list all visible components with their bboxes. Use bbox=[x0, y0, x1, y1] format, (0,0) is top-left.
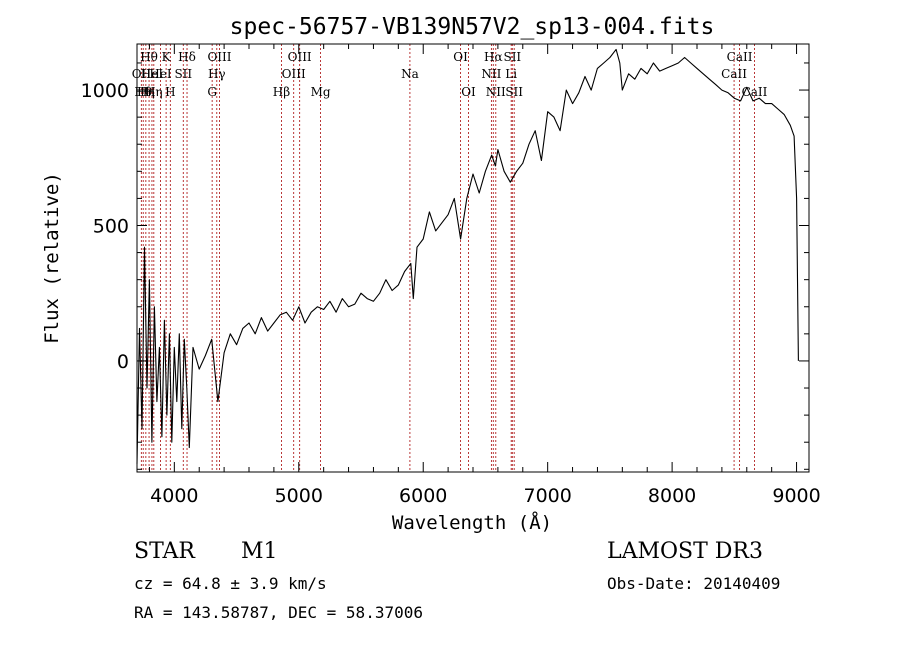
line-label-9: SII bbox=[174, 67, 192, 81]
line-label-13: OIII bbox=[207, 50, 231, 64]
axis-ticks bbox=[137, 44, 809, 472]
line-label-22: Hα bbox=[484, 50, 503, 64]
x-tick-label-6000: 6000 bbox=[399, 485, 447, 507]
line-label-26: SII bbox=[505, 85, 523, 99]
redshift-velocity: cz = 64.8 ± 3.9 km/s bbox=[134, 574, 327, 593]
x-tick-labels: 4000 5000 6000 7000 8000 9000 bbox=[150, 485, 821, 507]
x-axis-label: Wavelength (Å) bbox=[392, 511, 552, 534]
line-label-19: OI bbox=[453, 50, 468, 64]
line-label-29: CaII bbox=[742, 85, 768, 99]
spectral-line-labels: OIIHθHηHθHeIHηHeIKHSIIHδGHγOIIIHβOIIIOII… bbox=[132, 50, 768, 99]
line-label-14: Hβ bbox=[273, 85, 290, 99]
line-label-24: Li bbox=[505, 67, 517, 81]
line-label-4: HeI bbox=[141, 67, 164, 81]
line-label-7: K bbox=[162, 50, 172, 64]
line-label-16: OIII bbox=[288, 50, 312, 64]
x-tick-label-5000: 5000 bbox=[275, 485, 323, 507]
line-label-11: G bbox=[207, 85, 217, 99]
line-label-2: Hη bbox=[137, 85, 155, 99]
y-tick-label-1000: 1000 bbox=[81, 80, 129, 102]
line-label-28: CaII bbox=[727, 50, 753, 64]
object-class: STAR bbox=[134, 539, 195, 564]
line-label-12: Hγ bbox=[208, 67, 226, 81]
line-label-17: Mg bbox=[311, 85, 331, 99]
line-label-27: CaII bbox=[721, 67, 747, 81]
line-label-1: Hθ bbox=[134, 85, 152, 99]
y-tick-label-500: 500 bbox=[93, 215, 129, 237]
line-label-10: Hδ bbox=[178, 50, 196, 64]
line-label-18: Na bbox=[401, 67, 419, 81]
line-label-5: Hη bbox=[145, 85, 163, 99]
line-label-8: H bbox=[165, 85, 175, 99]
observation-date: Obs-Date: 20140409 bbox=[607, 574, 781, 593]
line-label-6: HeI bbox=[149, 67, 172, 81]
spectral-line-markers bbox=[140, 44, 755, 472]
line-label-21: NII bbox=[481, 67, 501, 81]
y-tick-labels: 0 500 1000 bbox=[81, 80, 129, 373]
line-label-3: Hθ bbox=[140, 50, 158, 64]
x-tick-label-4000: 4000 bbox=[150, 485, 198, 507]
chart-title: spec-56757-VB139N57V2_sp13-004.fits bbox=[230, 14, 715, 40]
survey-name: LAMOST DR3 bbox=[607, 539, 763, 564]
coordinates: RA = 143.58787, DEC = 58.37006 bbox=[134, 603, 423, 622]
y-tick-label-0: 0 bbox=[117, 351, 129, 373]
object-subclass: M1 bbox=[241, 539, 278, 564]
line-label-23: NII bbox=[486, 85, 506, 99]
y-axis-label: Flux (relative) bbox=[41, 172, 63, 344]
line-label-15: OIII bbox=[282, 67, 306, 81]
line-label-25: SII bbox=[503, 50, 521, 64]
x-tick-label-7000: 7000 bbox=[523, 485, 571, 507]
line-label-20: OI bbox=[461, 85, 476, 99]
x-tick-label-9000: 9000 bbox=[772, 485, 820, 507]
plot-frame bbox=[136, 43, 810, 473]
series-line-flux bbox=[136, 48, 799, 464]
x-tick-label-8000: 8000 bbox=[648, 485, 696, 507]
